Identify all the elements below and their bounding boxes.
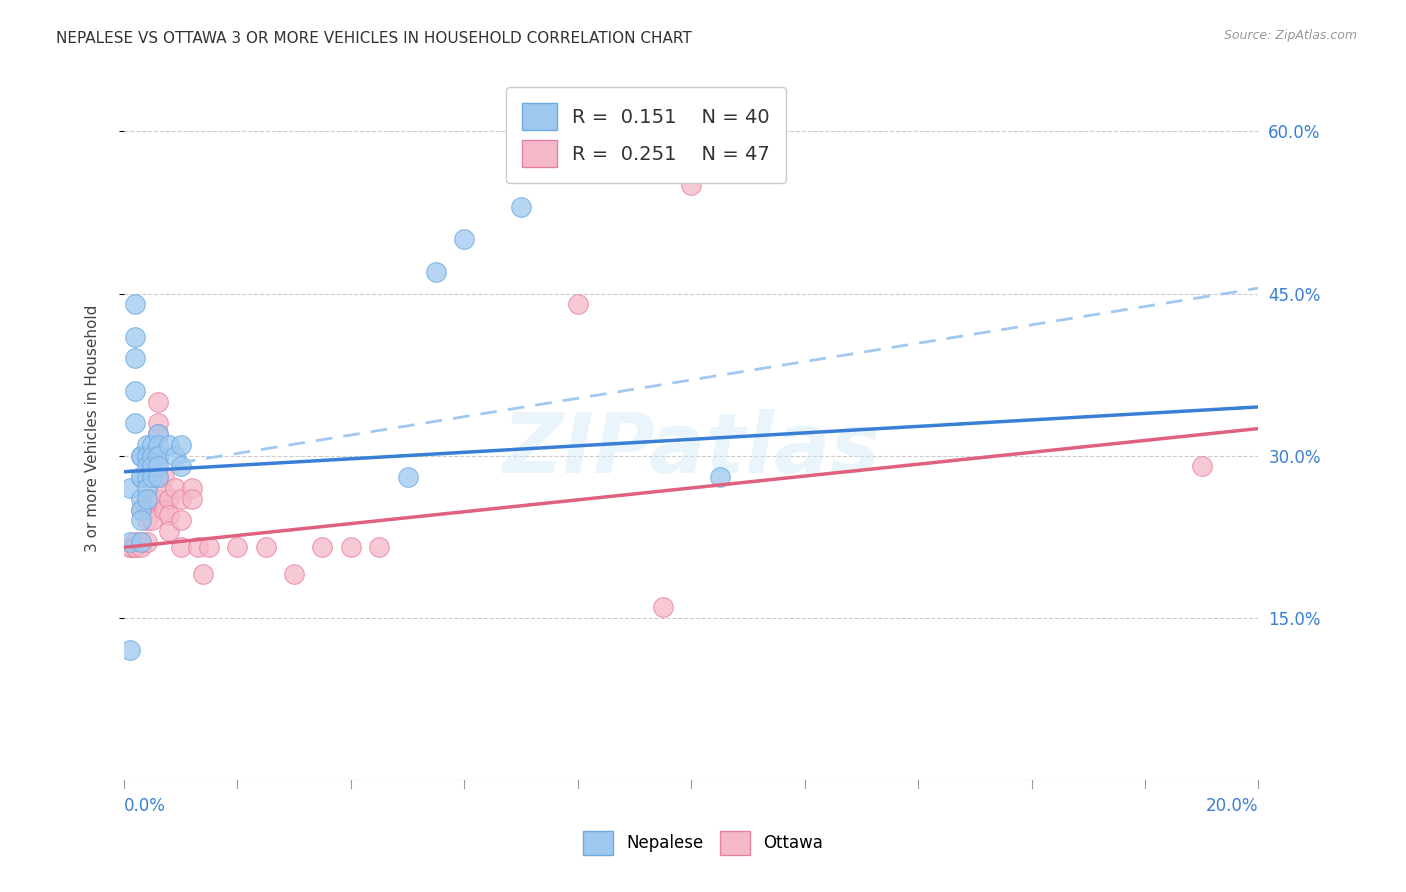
Text: NEPALESE VS OTTAWA 3 OR MORE VEHICLES IN HOUSEHOLD CORRELATION CHART: NEPALESE VS OTTAWA 3 OR MORE VEHICLES IN… <box>56 31 692 46</box>
Point <box>169 541 191 555</box>
Point <box>146 426 169 441</box>
Point <box>129 449 152 463</box>
Text: ZIPatlas: ZIPatlas <box>502 409 880 490</box>
Point <box>124 416 146 430</box>
Point <box>146 438 169 452</box>
Point <box>129 502 152 516</box>
Point <box>135 491 157 506</box>
Point <box>181 481 204 495</box>
Point <box>146 426 169 441</box>
Point <box>129 491 152 506</box>
Point <box>311 541 333 555</box>
Point <box>163 481 186 495</box>
Point <box>152 486 174 500</box>
Point <box>169 438 191 452</box>
Point <box>129 449 152 463</box>
Point <box>129 541 152 555</box>
Point <box>118 535 141 549</box>
Point <box>135 481 157 495</box>
Point <box>135 491 157 506</box>
Point <box>146 459 169 474</box>
Point <box>141 449 163 463</box>
Y-axis label: 3 or more Vehicles in Household: 3 or more Vehicles in Household <box>86 305 100 552</box>
Point <box>425 265 447 279</box>
Point <box>129 513 152 527</box>
Point <box>368 541 391 555</box>
Text: Source: ZipAtlas.com: Source: ZipAtlas.com <box>1223 29 1357 42</box>
Point <box>510 200 533 214</box>
Point <box>453 232 475 246</box>
Point <box>124 535 146 549</box>
Point <box>187 541 209 555</box>
Point <box>124 351 146 366</box>
Point <box>141 438 163 452</box>
Point <box>651 599 673 614</box>
Point <box>124 329 146 343</box>
Point <box>146 491 169 506</box>
Point <box>124 541 146 555</box>
Point <box>169 459 191 474</box>
Point <box>681 178 703 193</box>
Point <box>129 535 152 549</box>
Point <box>146 394 169 409</box>
Legend: Nepalese, Ottawa: Nepalese, Ottawa <box>576 824 830 862</box>
Point <box>129 535 152 549</box>
Point <box>1191 459 1213 474</box>
Point <box>340 541 363 555</box>
Point <box>141 459 163 474</box>
Point <box>198 541 221 555</box>
Point <box>283 567 305 582</box>
Point <box>124 541 146 555</box>
Point <box>135 535 157 549</box>
Point <box>141 470 163 484</box>
Point <box>226 541 249 555</box>
Point <box>157 508 180 522</box>
Point <box>157 491 180 506</box>
Point <box>141 470 163 484</box>
Point <box>254 541 277 555</box>
Point <box>135 438 157 452</box>
Point <box>157 438 180 452</box>
Point <box>146 449 169 463</box>
Point <box>169 491 191 506</box>
Point <box>135 449 157 463</box>
Point <box>152 502 174 516</box>
Point <box>124 297 146 311</box>
Point <box>135 470 157 484</box>
Point <box>135 459 157 474</box>
Text: 0.0%: 0.0% <box>124 797 166 815</box>
Point <box>146 416 169 430</box>
Point <box>146 470 169 484</box>
Point <box>157 524 180 538</box>
Point <box>141 513 163 527</box>
Point <box>129 470 152 484</box>
Point <box>146 449 169 463</box>
Point <box>118 643 141 657</box>
Text: 20.0%: 20.0% <box>1206 797 1258 815</box>
Legend: R =  0.151    N = 40, R =  0.251    N = 47: R = 0.151 N = 40, R = 0.251 N = 47 <box>506 87 786 183</box>
Point <box>169 513 191 527</box>
Point <box>709 470 731 484</box>
Point <box>193 567 215 582</box>
Point <box>118 541 141 555</box>
Point <box>181 491 204 506</box>
Point <box>141 491 163 506</box>
Point <box>118 481 141 495</box>
Point <box>163 449 186 463</box>
Point <box>135 470 157 484</box>
Point <box>135 502 157 516</box>
Point <box>129 502 152 516</box>
Point <box>118 541 141 555</box>
Point <box>152 470 174 484</box>
Point <box>124 384 146 398</box>
Point <box>135 513 157 527</box>
Point <box>396 470 419 484</box>
Point <box>129 470 152 484</box>
Point <box>567 297 589 311</box>
Point <box>146 470 169 484</box>
